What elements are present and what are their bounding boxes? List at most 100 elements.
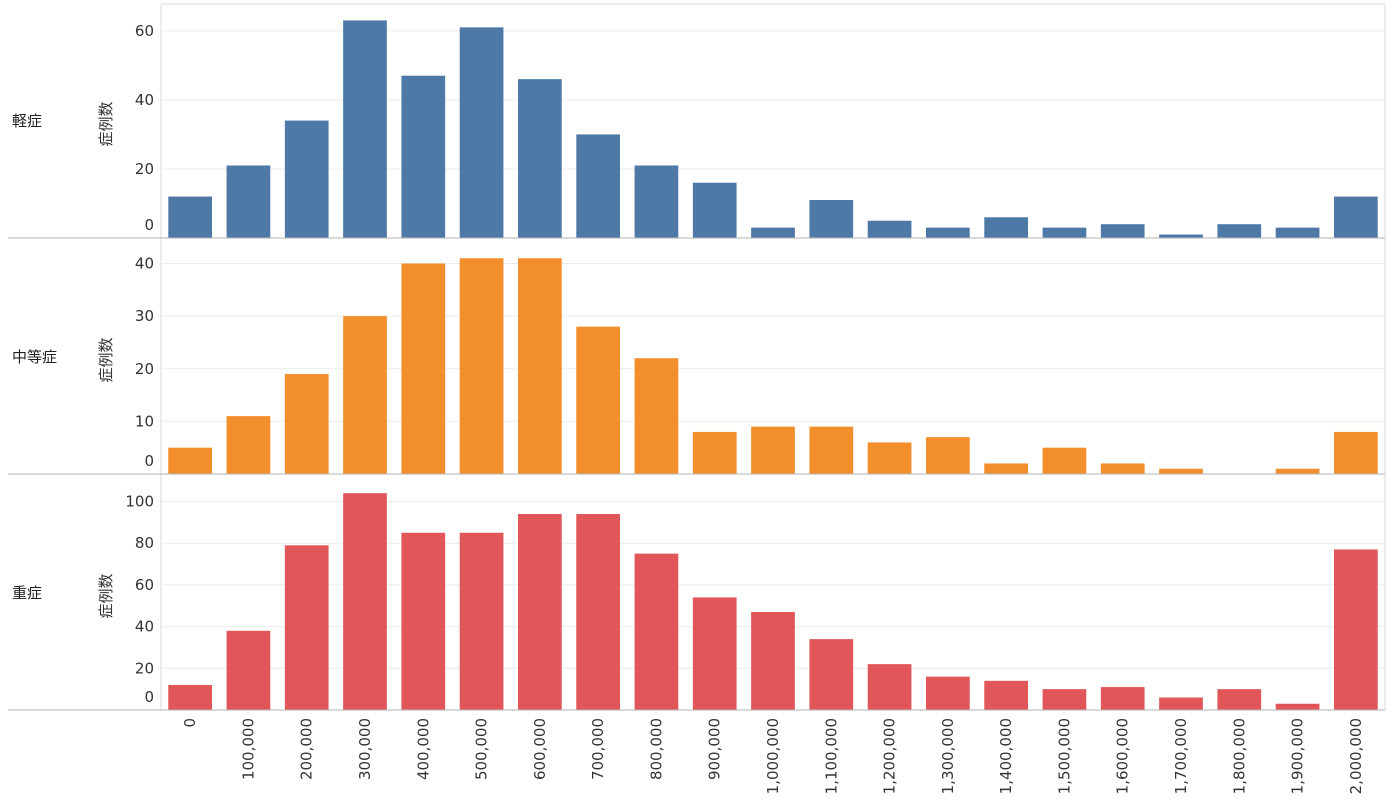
bar-0-5 [459, 27, 504, 238]
bar-0-13 [926, 227, 970, 238]
y-tick-label: 60 [135, 576, 154, 594]
row-label: 中等症 [12, 348, 57, 366]
bar-1-13 [926, 437, 970, 474]
bar-2-6 [518, 514, 562, 710]
x-tick-label: 300,000 [356, 718, 374, 780]
bar-2-18 [1217, 689, 1262, 710]
bar-0-14 [984, 217, 1028, 238]
y-tick-label: 30 [135, 307, 154, 325]
y-tick-label: 20 [135, 360, 154, 378]
bar-0-15 [1042, 227, 1087, 238]
x-tick-label: 800,000 [647, 718, 665, 780]
x-tick-label: 1,900,000 [1289, 718, 1307, 794]
x-tick-label: 1,200,000 [881, 718, 899, 794]
y-tick-label: 100 [125, 493, 154, 511]
row-label: 重症 [12, 584, 42, 602]
y-tick-label: 0 [144, 216, 154, 234]
x-tick-label: 1,100,000 [822, 718, 840, 794]
bar-0-9 [692, 182, 737, 238]
bar-2-3 [343, 493, 387, 710]
y-axis-title: 症例数 [97, 101, 115, 146]
x-tick-label: 400,000 [414, 718, 432, 780]
bar-1-11 [809, 426, 854, 474]
bar-1-0 [168, 447, 212, 474]
bar-2-11 [809, 639, 854, 710]
bar-0-17 [1159, 234, 1203, 238]
bar-1-3 [343, 316, 387, 474]
bar-0-16 [1100, 224, 1145, 238]
row-label: 軽症 [12, 112, 42, 130]
x-tick-label: 1,800,000 [1230, 718, 1248, 794]
bar-1-9 [692, 431, 737, 474]
bar-1-15 [1042, 447, 1087, 474]
bar-0-3 [343, 20, 387, 238]
y-tick-label: 40 [135, 255, 154, 273]
bar-0-2 [284, 120, 329, 238]
bar-2-9 [692, 597, 737, 710]
bar-2-20 [1334, 549, 1378, 710]
bar-2-16 [1100, 687, 1145, 710]
x-tick-label: 100,000 [239, 718, 257, 780]
bar-2-0 [168, 684, 212, 710]
bar-1-12 [867, 442, 912, 474]
y-tick-label: 60 [135, 22, 154, 40]
bar-2-14 [984, 680, 1028, 710]
y-axis-title: 症例数 [97, 573, 115, 618]
bar-1-6 [518, 258, 562, 474]
bar-2-15 [1042, 689, 1087, 710]
x-tick-label: 700,000 [589, 718, 607, 780]
y-tick-label: 20 [135, 160, 154, 178]
y-tick-label: 20 [135, 659, 154, 677]
bar-2-2 [284, 545, 329, 710]
bar-0-10 [751, 227, 795, 238]
bar-2-7 [576, 514, 620, 710]
y-tick-label: 0 [144, 688, 154, 706]
bar-0-20 [1334, 196, 1378, 238]
y-tick-label: 80 [135, 534, 154, 552]
x-tick-label: 1,600,000 [1114, 718, 1132, 794]
bar-0-6 [518, 79, 562, 238]
bar-2-12 [867, 664, 912, 710]
bar-2-19 [1275, 703, 1320, 710]
y-tick-label: 40 [135, 618, 154, 636]
bar-0-4 [401, 75, 446, 238]
y-tick-label: 0 [144, 452, 154, 470]
x-tick-label: 1,500,000 [1055, 718, 1073, 794]
bar-0-1 [226, 165, 271, 238]
x-tick-label: 500,000 [473, 718, 491, 780]
bar-1-1 [226, 416, 271, 474]
bar-2-13 [926, 676, 970, 710]
bar-1-16 [1100, 463, 1145, 474]
bar-1-7 [576, 326, 620, 474]
bar-1-2 [284, 374, 329, 474]
bar-1-14 [984, 463, 1028, 474]
bar-0-11 [809, 200, 854, 238]
bar-1-4 [401, 263, 446, 474]
bar-1-19 [1275, 468, 1320, 474]
bar-2-17 [1159, 697, 1203, 710]
bar-0-0 [168, 196, 212, 238]
bar-1-17 [1159, 468, 1203, 474]
bar-0-19 [1275, 227, 1320, 238]
x-tick-label: 1,000,000 [764, 718, 782, 794]
x-tick-label: 900,000 [706, 718, 724, 780]
bar-1-5 [459, 258, 504, 474]
bar-2-8 [634, 553, 679, 710]
y-axis-title: 症例数 [97, 337, 115, 382]
bar-0-18 [1217, 224, 1262, 238]
bar-2-5 [459, 532, 504, 710]
x-tick-label: 200,000 [298, 718, 316, 780]
bar-1-8 [634, 358, 679, 474]
bar-1-10 [751, 426, 795, 474]
bar-0-12 [867, 220, 912, 238]
bar-1-20 [1334, 431, 1378, 474]
x-tick-label: 600,000 [531, 718, 549, 780]
bar-0-7 [576, 134, 620, 238]
y-tick-label: 10 [135, 412, 154, 430]
x-tick-label: 0 [181, 718, 199, 728]
x-tick-label: 1,300,000 [939, 718, 957, 794]
bar-0-8 [634, 165, 679, 238]
bar-2-10 [751, 612, 795, 710]
x-tick-label: 1,700,000 [1172, 718, 1190, 794]
